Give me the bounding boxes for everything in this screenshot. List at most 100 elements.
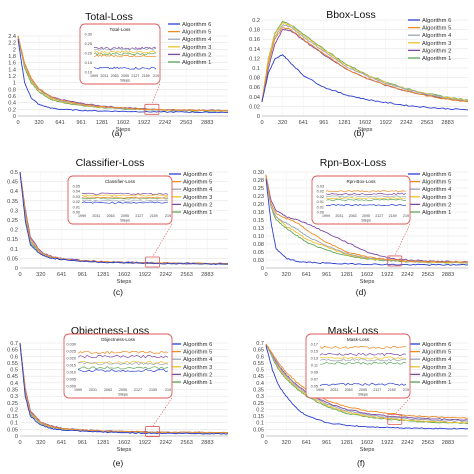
y-tick-label: 0.3 xyxy=(10,394,18,400)
panel-letter: (a) xyxy=(112,128,123,138)
inset-series-line-algorithm-2 xyxy=(77,354,169,359)
zoom-connector-line xyxy=(151,83,161,105)
legend-entry-algorithm-3: Algorithm 3 xyxy=(183,365,212,371)
x-tick-label: 320 xyxy=(282,440,291,446)
y-tick-label: 2.4 xyxy=(8,34,16,40)
series-line-algorithm-1 xyxy=(265,343,469,425)
inset-title: Rpn-Box-Loss xyxy=(346,179,376,184)
inset-series-line-algorithm-3 xyxy=(81,194,169,197)
inset-x-axis-label: Steps xyxy=(358,393,368,397)
x-tick-label: 2563 xyxy=(180,120,192,126)
inset-y-tick-label: 0.000 xyxy=(66,385,76,389)
legend-entry-algorithm-6: Algorithm 6 xyxy=(422,18,451,24)
x-tick-label: 0 xyxy=(18,440,21,446)
legend-entry-algorithm-2: Algorithm 2 xyxy=(183,202,212,208)
inset-y-tick-label: 0.030 xyxy=(66,343,76,347)
inset-y-tick-label: 0.05 xyxy=(73,185,80,189)
y-tick-label: 0.2 xyxy=(10,228,18,234)
legend-entry-algorithm-1: Algorithm 1 xyxy=(422,56,451,62)
y-tick-label: 0 xyxy=(15,266,18,272)
x-tick-label: 2563 xyxy=(421,120,433,126)
inset-y-tick-label: 0.15 xyxy=(85,61,92,65)
legend-entry-algorithm-5: Algorithm 5 xyxy=(182,30,211,36)
inset-x-tick-label: 2095 xyxy=(121,74,129,78)
y-tick-label: 1.2 xyxy=(8,74,16,80)
y-tick-label: 0.15 xyxy=(253,414,264,420)
inset-series-line-algorithm-5 xyxy=(77,350,169,355)
inset-x-tick-label: 2127 xyxy=(373,388,381,392)
y-tick-label: 0.25 xyxy=(253,401,264,407)
inset-x-tick-label: 2063 xyxy=(345,388,353,392)
x-tick-label: 641 xyxy=(299,120,308,126)
x-tick-label: 2883 xyxy=(201,440,213,446)
x-tick-label: 1281 xyxy=(338,120,350,126)
inset-y-tick-label: 0.07 xyxy=(311,378,318,382)
panel-bbox-loss: 0 0.02 0.04 0.06 0.08 0.1 0.12 0.14 0.16 0.18 0.2 0… xyxy=(249,9,469,138)
x-tick-label: 641 xyxy=(55,120,64,126)
series-line-algorithm-6 xyxy=(17,38,229,114)
x-tick-label: 961 xyxy=(322,440,331,446)
x-tick-label: 1922 xyxy=(381,272,393,278)
panel-total-loss: 00.20.40.60.811.21.41.61.822.22.40 320 641… xyxy=(8,11,229,138)
y-tick-label: 0.25 xyxy=(253,186,264,192)
y-tick-label: 0.7 xyxy=(10,341,18,347)
legend-entry-algorithm-3: Algorithm 3 xyxy=(183,195,212,201)
legend-entry-algorithm-2: Algorithm 2 xyxy=(183,372,212,378)
x-tick-label: 1602 xyxy=(359,120,371,126)
y-tick-label: 0 xyxy=(257,114,260,120)
panel-letter: (b) xyxy=(354,128,365,138)
x-tick-label: 1602 xyxy=(361,272,373,278)
x-tick-label: 961 xyxy=(76,120,85,126)
x-tick-label: 641 xyxy=(57,272,66,278)
legend-entry-algorithm-2: Algorithm 2 xyxy=(422,372,451,378)
inset-x-tick-label: 2031 xyxy=(335,214,343,218)
x-tick-label: 0 xyxy=(264,272,267,278)
x-tick-label: 0 xyxy=(16,120,19,126)
series-line-algorithm-5 xyxy=(265,174,469,263)
x-tick-label: 2883 xyxy=(201,120,213,126)
inset-x-axis-label: Steps xyxy=(120,79,130,83)
legend-entry-algorithm-6: Algorithm 6 xyxy=(183,342,212,348)
inset-x-tick-label: 2031 xyxy=(330,388,338,392)
legend-entry-algorithm-1: Algorithm 1 xyxy=(182,60,211,66)
x-tick-label: 320 xyxy=(36,272,45,278)
x-tick-label: 1922 xyxy=(381,440,393,446)
inset-title: Classifier-Loss xyxy=(105,179,136,184)
panel-objectness-loss: 00.050.10.150.20.250.30.350.40.450.50.55… xyxy=(7,325,229,468)
y-tick-label: 0.6 xyxy=(256,354,264,360)
series-line-algorithm-4 xyxy=(265,175,468,264)
y-tick-label: 0.28 xyxy=(253,178,264,184)
panel-rpn-box-loss: 0 0.03 0.05 0.08 0.10 0.13 0.15 0.18 0.20 0.23 0.2… xyxy=(253,157,469,297)
inset-series-line-algorithm-3 xyxy=(325,197,407,200)
inset-x-tick-label: 2031 xyxy=(89,388,97,392)
inset-y-tick-label: 0.03 xyxy=(317,185,324,189)
legend-entry-algorithm-6: Algorithm 6 xyxy=(183,172,212,178)
zoom-connector-line xyxy=(394,223,411,257)
y-tick-label: 0.55 xyxy=(253,361,264,367)
y-tick-label: 0.5 xyxy=(10,170,18,176)
legend-entry-algorithm-1: Algorithm 1 xyxy=(183,210,212,216)
x-tick-label: 2242 xyxy=(401,440,413,446)
x-axis-label: Steps xyxy=(358,127,373,133)
x-tick-label: 2242 xyxy=(160,440,172,446)
y-tick-label: 0.7 xyxy=(256,341,264,347)
x-tick-label: 0 xyxy=(18,272,21,278)
inset-series-line-algorithm-2 xyxy=(81,192,169,195)
y-tick-label: 0.03 xyxy=(253,258,264,264)
inset-x-tick-label: 2063 xyxy=(104,388,112,392)
y-tick-label: 0.05 xyxy=(7,256,18,262)
inset-x-tick-label: 2159 xyxy=(388,388,396,392)
y-tick-label: 0.5 xyxy=(256,368,264,374)
inset-y-tick-label: 0.20 xyxy=(85,52,92,56)
y-tick-label: 0 xyxy=(13,114,16,120)
chart-title: Total-Loss xyxy=(85,11,133,23)
inset-x-axis-label: Steps xyxy=(118,393,128,397)
y-tick-label: 0.25 xyxy=(7,218,18,224)
y-tick-label: 0.06 xyxy=(249,85,260,91)
y-tick-label: 2.2 xyxy=(8,41,16,47)
legend-entry-algorithm-4: Algorithm 4 xyxy=(183,187,213,193)
y-tick-label: 0.45 xyxy=(7,180,18,186)
y-tick-label: 0.4 xyxy=(8,101,16,107)
x-tick-label: 2883 xyxy=(441,120,453,126)
y-tick-label: 0.35 xyxy=(7,388,18,394)
